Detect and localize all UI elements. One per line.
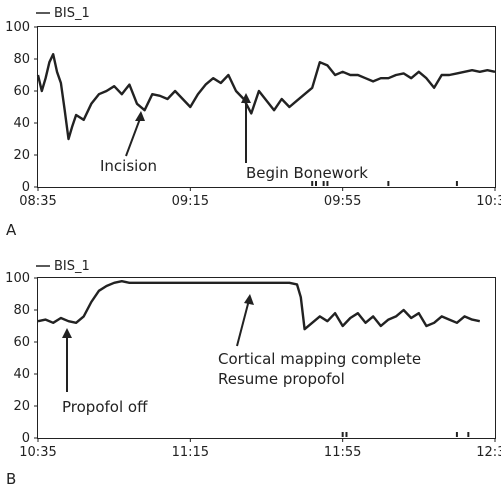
y-tick-label: 40 <box>13 367 30 382</box>
legend-label-a: BIS_1 <box>54 6 90 21</box>
y-tick-label: 20 <box>13 399 30 414</box>
bis-series-line-a <box>36 53 496 141</box>
bis-series-line-b <box>37 280 481 331</box>
annotation-begin-bonework: Begin Bonework <box>246 164 368 182</box>
event-markers-a <box>311 181 458 186</box>
annotation-resume-propofol: Resume propofol <box>218 370 345 388</box>
arrowhead-incision <box>135 111 145 121</box>
y-tick-label: 80 <box>13 303 30 318</box>
x-tick-label: 11:15 <box>172 445 209 460</box>
x-tick-label: 10:35 <box>476 194 501 209</box>
y-tick-label: 100 <box>5 20 30 35</box>
x-axis-a: 08:35 09:15 09:55 10:35 <box>19 187 501 209</box>
y-tick-label: 0 <box>22 180 30 195</box>
y-tick-label: 0 <box>22 431 30 446</box>
y-axis-b: 0 20 40 60 80 100 <box>5 271 38 446</box>
event-markers-b <box>341 432 470 437</box>
y-tick-label: 40 <box>13 116 30 131</box>
x-tick-label: 09:15 <box>172 194 209 209</box>
arrowhead-propofol-off <box>62 328 72 338</box>
x-axis-b: 10:35 11:15 11:55 12:35 <box>19 438 501 460</box>
y-tick-label: 100 <box>5 271 30 286</box>
y-tick-label: 80 <box>13 52 30 67</box>
y-tick-label: 20 <box>13 148 30 163</box>
y-axis-a: 0 20 40 60 80 100 <box>5 20 38 195</box>
annotation-cortical-mapping: Cortical mapping complete <box>218 350 421 368</box>
arrow-incision <box>125 115 142 157</box>
x-tick-label: 08:35 <box>19 194 56 209</box>
plot-frame-b <box>37 277 496 439</box>
annotation-propofol-off: Propofol off <box>62 398 148 416</box>
x-tick-label: 12:35 <box>476 445 501 460</box>
y-tick-label: 60 <box>13 84 30 99</box>
x-tick-label: 11:55 <box>324 445 361 460</box>
panel-label-a: A <box>6 221 17 239</box>
panel-label-b: B <box>6 470 16 488</box>
arrowhead-bonework <box>241 93 251 103</box>
plot-frame-a <box>37 26 496 188</box>
x-tick-label: 10:35 <box>19 445 56 460</box>
y-tick-label: 60 <box>13 335 30 350</box>
legend-label-b: BIS_1 <box>54 259 90 274</box>
arrow-cortical-mapping <box>236 299 250 347</box>
annotation-incision: Incision <box>100 157 157 175</box>
arrowhead-cortical-mapping <box>244 294 254 305</box>
x-tick-label: 09:55 <box>324 194 361 209</box>
